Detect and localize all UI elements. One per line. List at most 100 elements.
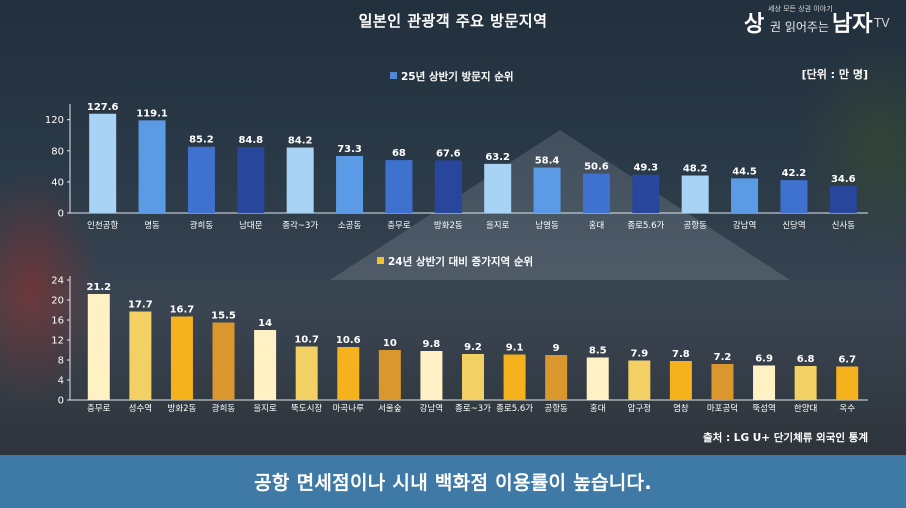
bar: [753, 365, 776, 400]
y-tick-label: 40: [51, 177, 64, 188]
bar: [681, 175, 709, 213]
bar: [582, 173, 610, 213]
data-label: 84.2: [288, 136, 313, 147]
data-label: 7.9: [630, 349, 648, 360]
bar: [129, 311, 152, 400]
y-tick-label: 20: [51, 296, 64, 307]
data-label: 6.8: [797, 354, 815, 365]
data-label: 42.2: [782, 168, 807, 179]
bar: [836, 366, 859, 400]
unit-label: [단위 : 만 명]: [801, 68, 868, 81]
data-label: 10.6: [336, 335, 361, 346]
data-label: 49.3: [633, 163, 658, 174]
bar: [434, 160, 462, 213]
bar: [336, 155, 364, 213]
data-label: 68: [392, 148, 406, 159]
data-label: 21.2: [86, 282, 111, 293]
y-tick-label: 16: [51, 316, 64, 327]
x-tick-label: 을지로: [253, 404, 277, 414]
x-tick-label: 서울숲: [378, 404, 402, 414]
x-tick-label: 광희동: [212, 403, 236, 414]
x-tick-label: 신사동: [832, 221, 856, 231]
bar: [794, 366, 817, 400]
bar: [89, 113, 117, 213]
data-label: 58.4: [535, 156, 560, 167]
channel-logo: 상 세상 모든 상권 이야기 권 읽어주는 남자 TV: [744, 4, 894, 40]
data-label: 10: [383, 338, 397, 349]
x-tick-label: 마곡나루: [333, 404, 364, 414]
caption-text: 공항 면세점이나 시내 백화점 이용률이 높습니다.: [254, 472, 652, 494]
logo-name: 남자: [832, 12, 873, 37]
logo-slogan: 세상 모든 상권 이야기: [768, 5, 833, 13]
legend-swatch-1: [390, 72, 397, 79]
x-tick-label: 충무로: [387, 221, 411, 231]
data-label: 10.7: [294, 335, 319, 346]
bar: [731, 178, 759, 213]
bar: [254, 330, 277, 400]
y-tick-label: 4: [58, 376, 64, 387]
charts-canvas: 25년 상반기 방문지 순위04080120127.6인천공항119.1명동85…: [45, 70, 868, 414]
data-label: 50.6: [584, 162, 609, 173]
bar: [187, 146, 215, 213]
x-tick-label: 공항동: [544, 404, 568, 414]
chart-title: 일본인 관광객 주요 방문지역: [358, 12, 548, 30]
y-tick-label: 8: [58, 356, 64, 367]
y-tick-label: 24: [51, 276, 64, 287]
data-label: 8.5: [589, 346, 607, 357]
data-label: 73.3: [337, 144, 362, 155]
x-tick-label: 인천공항: [87, 220, 118, 231]
background-leaves-left: [0, 170, 100, 410]
bar: [87, 294, 110, 400]
bar: [533, 167, 561, 213]
x-tick-label: 강남역: [733, 220, 756, 231]
data-label: 6.7: [838, 355, 856, 366]
x-tick-label: 공항동: [683, 221, 707, 231]
background-leaves-right: [800, 40, 906, 260]
bar: [286, 147, 314, 213]
data-label: 9.1: [506, 343, 524, 354]
data-label: 34.6: [831, 174, 856, 185]
bar: [337, 347, 360, 400]
bar: [586, 357, 609, 400]
bar: [829, 186, 857, 213]
bar: [295, 346, 318, 400]
y-tick-label: 12: [51, 336, 64, 347]
x-tick-label: 종로5.6가: [627, 221, 664, 231]
y-tick-label: 80: [51, 146, 64, 157]
data-label: 14: [258, 318, 272, 329]
bar: [420, 351, 443, 400]
x-tick-label: 한양대: [794, 403, 817, 414]
data-label: 84.8: [238, 135, 263, 146]
x-tick-label: 신당역: [782, 220, 805, 231]
data-label: 7.8: [672, 349, 690, 360]
data-label: 9.8: [423, 339, 441, 350]
bar: [170, 316, 193, 400]
x-tick-label: 압구정: [628, 403, 651, 414]
x-tick-label: 소공동: [338, 221, 362, 231]
y-tick-label: 0: [58, 209, 64, 220]
x-tick-label: 종로5.6가: [496, 404, 533, 414]
legend-swatch-2: [377, 257, 384, 264]
bar: [669, 361, 692, 400]
x-tick-label: 홍대: [589, 220, 605, 231]
x-tick-label: 충무로: [87, 404, 111, 414]
x-tick-label: 종각~3가: [282, 220, 318, 231]
x-tick-label: 강남역: [420, 403, 443, 414]
bar: [212, 322, 235, 400]
x-tick-label: 성수역: [129, 403, 152, 414]
data-label: 9.2: [464, 342, 482, 353]
logo-mark: 상: [744, 12, 765, 37]
x-tick-label: 종로~3가: [455, 404, 491, 414]
data-label: 7.2: [714, 352, 732, 363]
data-label: 15.5: [211, 311, 236, 322]
x-tick-label: 옥수: [839, 404, 855, 414]
data-label: 17.7: [128, 300, 153, 311]
y-tick-label: 120: [45, 115, 64, 126]
bar: [138, 120, 166, 213]
legend-label-1: 25년 상반기 방문지 순위: [401, 70, 514, 83]
data-label: 9: [553, 343, 560, 354]
x-tick-label: 홍대: [590, 403, 606, 414]
logo-subtitle: 권 읽어주는: [770, 20, 830, 34]
legend-label-2: 24년 상반기 대비 증가지역 순위: [388, 255, 533, 268]
